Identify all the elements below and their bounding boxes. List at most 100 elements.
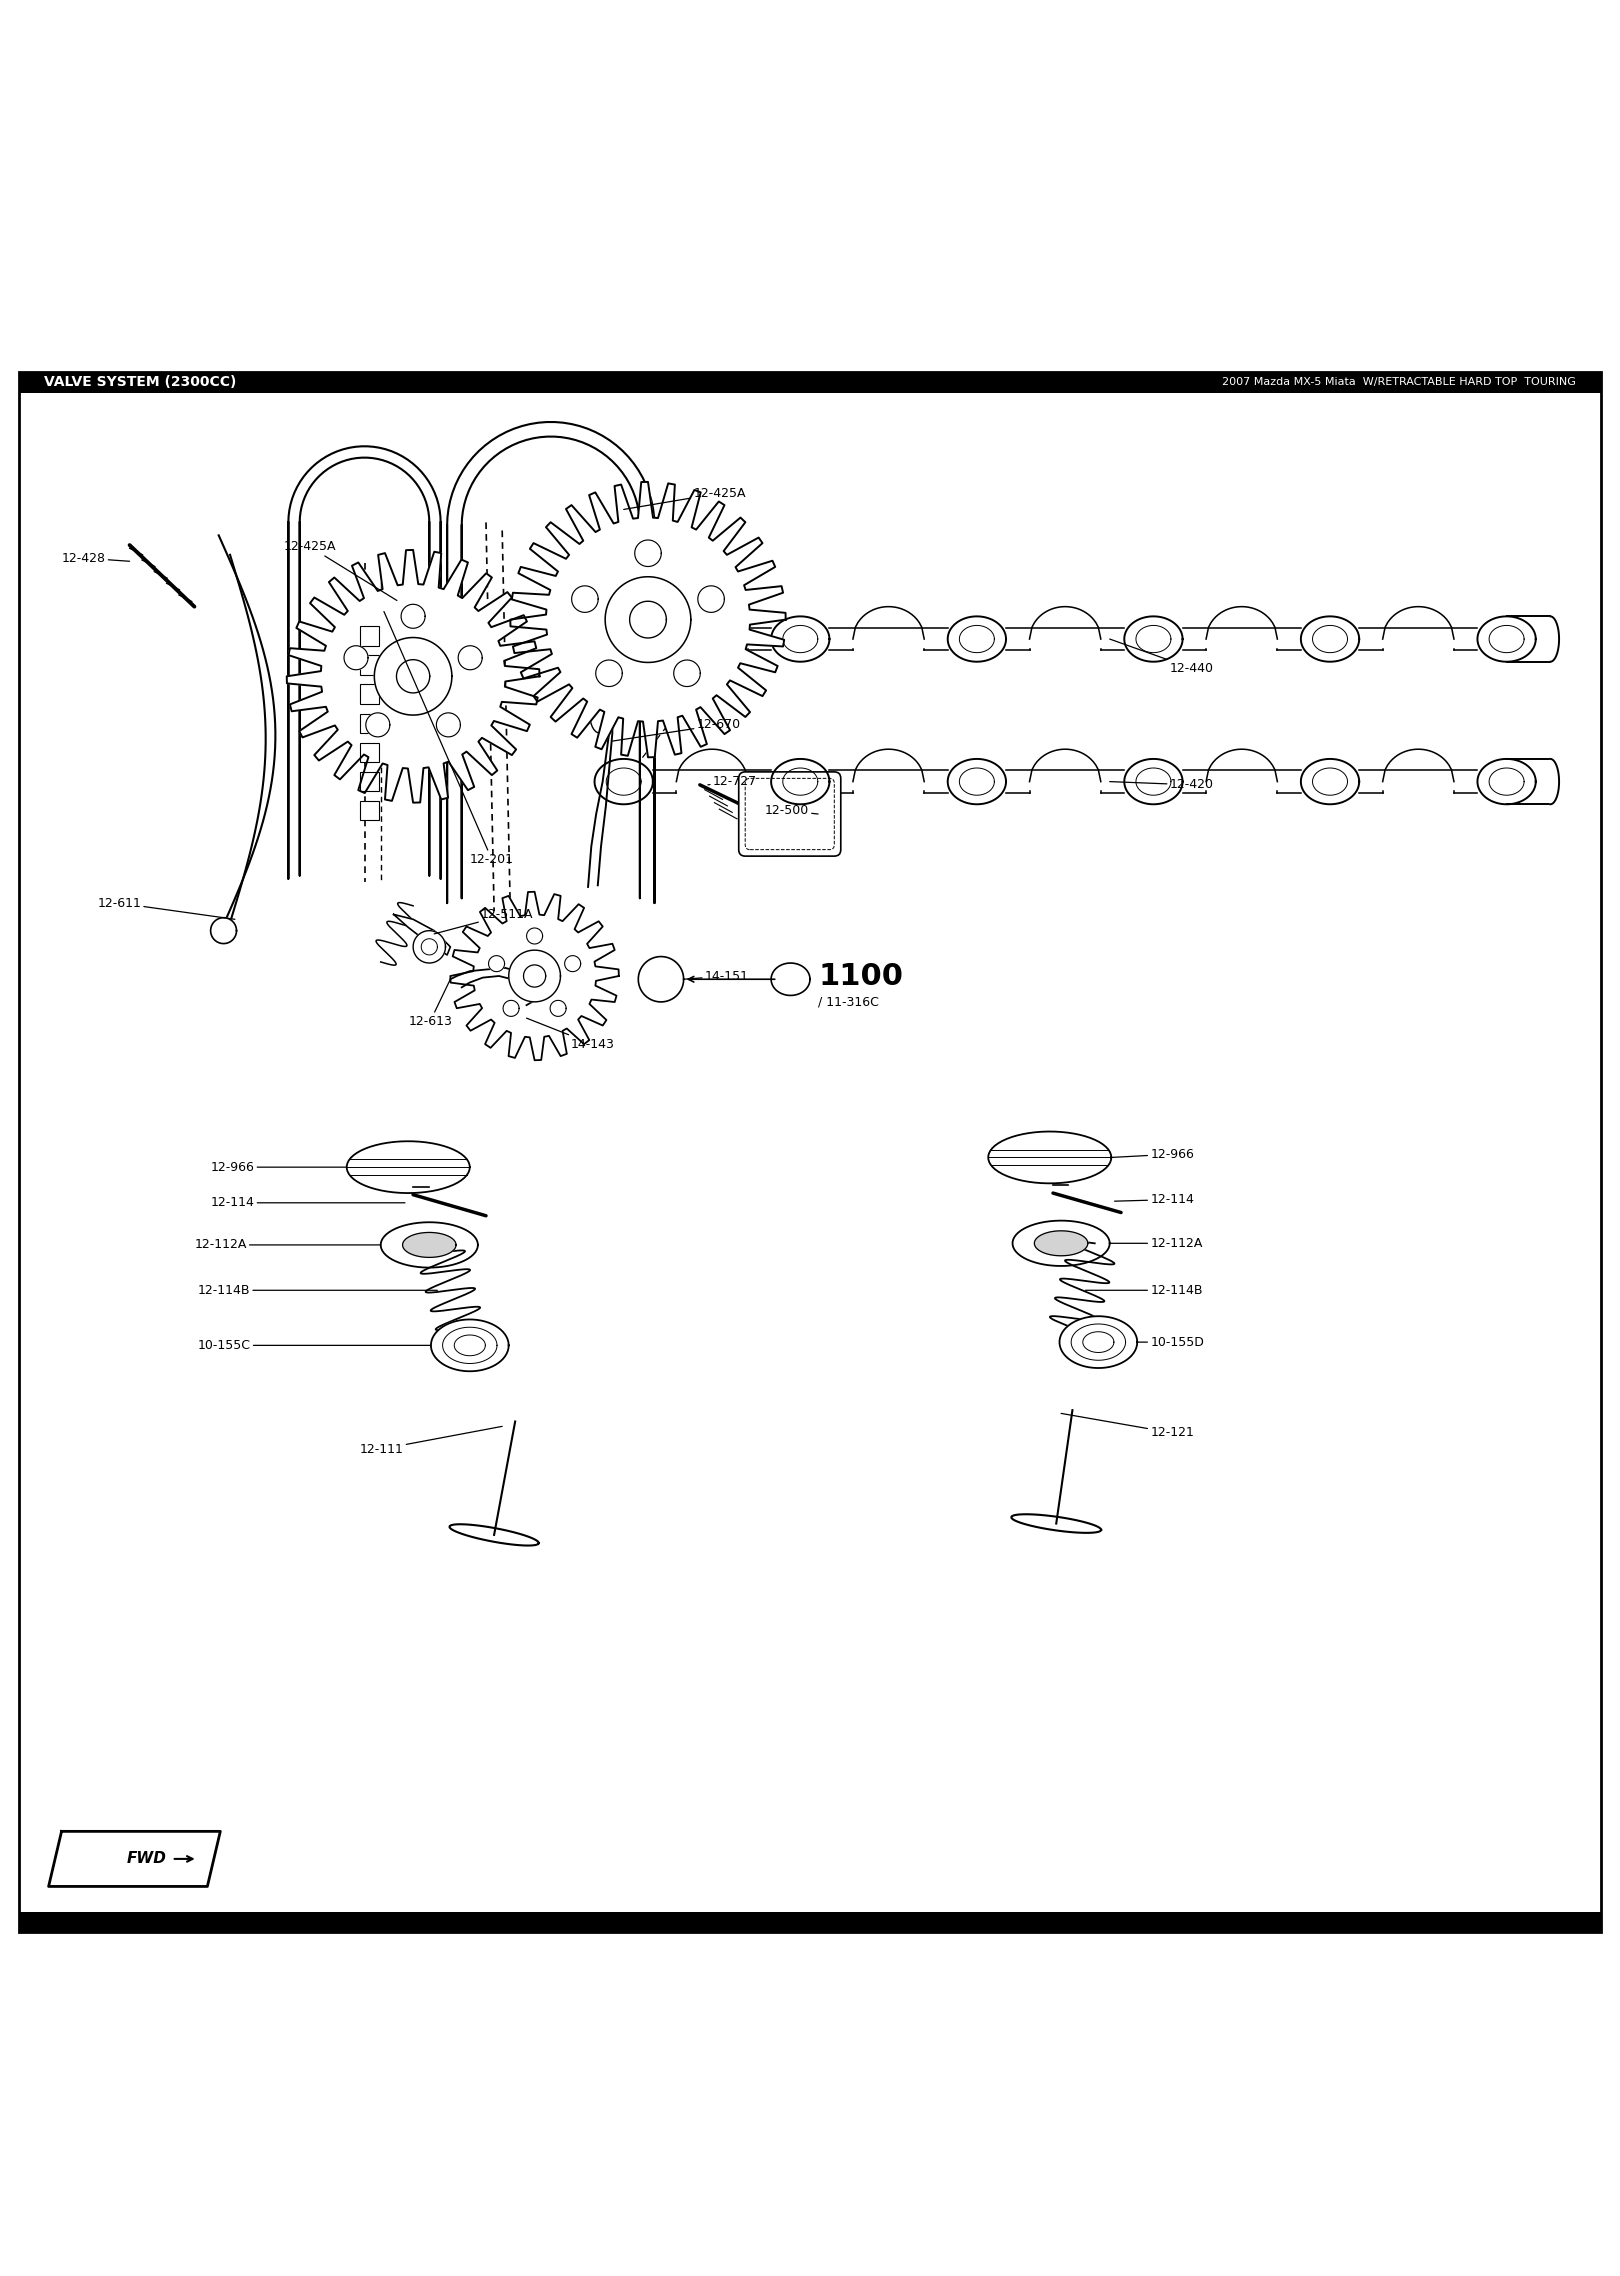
Polygon shape [638,956,684,1001]
Text: 12-511A: 12-511A [434,908,533,933]
Text: 12-114: 12-114 [1115,1193,1194,1206]
Bar [360,715,379,733]
Polygon shape [948,758,1006,803]
Polygon shape [526,929,543,945]
Text: 12-114B: 12-114B [1085,1284,1202,1297]
Polygon shape [509,949,561,1001]
Polygon shape [510,483,786,758]
Text: 12-425A: 12-425A [624,487,745,510]
Text: 12-670: 12-670 [612,719,740,742]
Text: VALVE SYSTEM (2300CC): VALVE SYSTEM (2300CC) [44,376,237,389]
Polygon shape [1183,769,1301,815]
Polygon shape [1383,608,1455,649]
Polygon shape [1006,628,1124,671]
Polygon shape [635,539,661,567]
Text: 12-727: 12-727 [708,776,757,787]
Bar [19,371,1601,394]
Text: 12-112A: 12-112A [1110,1236,1202,1250]
Polygon shape [1012,1220,1110,1265]
Polygon shape [458,646,483,669]
Polygon shape [829,769,948,815]
Text: 12-114B: 12-114B [198,1284,437,1297]
Polygon shape [948,617,1006,662]
Polygon shape [431,1320,509,1370]
Polygon shape [829,628,948,671]
Polygon shape [1030,608,1102,649]
Polygon shape [1550,758,1558,803]
Polygon shape [436,712,460,737]
Polygon shape [1006,769,1124,815]
Polygon shape [1183,628,1301,671]
Polygon shape [381,1222,478,1268]
Polygon shape [402,603,424,628]
Polygon shape [596,660,622,687]
Text: 12-201: 12-201 [384,612,514,865]
Polygon shape [1359,628,1477,671]
Text: 12-420: 12-420 [1110,778,1213,792]
Polygon shape [450,892,619,1061]
Bar [360,742,379,762]
Polygon shape [1507,758,1550,803]
Polygon shape [551,1001,565,1017]
Polygon shape [1507,617,1550,662]
Bar [360,655,379,674]
Polygon shape [653,628,771,671]
Polygon shape [588,562,612,888]
Text: 12-111: 12-111 [360,1427,502,1457]
Polygon shape [374,637,452,715]
Polygon shape [590,694,609,733]
Polygon shape [771,617,829,662]
Text: 12-966: 12-966 [211,1161,347,1174]
FancyBboxPatch shape [739,772,841,856]
Polygon shape [449,1525,539,1545]
Polygon shape [523,965,546,988]
Polygon shape [1059,1316,1137,1368]
Polygon shape [674,660,700,687]
Polygon shape [1035,1231,1089,1256]
Polygon shape [852,608,923,649]
Polygon shape [771,758,829,803]
Text: 12-966: 12-966 [1111,1147,1194,1161]
Bar [360,772,379,792]
Polygon shape [403,1231,457,1256]
Polygon shape [595,617,653,662]
Polygon shape [1011,1514,1102,1532]
Text: 12-500: 12-500 [765,803,818,817]
Polygon shape [211,917,237,945]
Polygon shape [1301,617,1359,662]
Bar [19,1912,1601,1932]
Text: 10-155D: 10-155D [1137,1336,1204,1350]
Polygon shape [572,585,598,612]
Polygon shape [49,1832,220,1887]
Polygon shape [1477,617,1536,662]
Polygon shape [606,576,690,662]
Polygon shape [288,446,441,879]
Text: 12-121: 12-121 [1061,1413,1194,1438]
Polygon shape [1550,617,1558,662]
Text: 2007 Mazda MX-5 Miata  W/RETRACTABLE HARD TOP  TOURING: 2007 Mazda MX-5 Miata W/RETRACTABLE HARD… [1223,378,1576,387]
Polygon shape [504,1001,518,1017]
Polygon shape [653,769,771,815]
Polygon shape [366,712,390,737]
Text: 12-440: 12-440 [1110,640,1213,674]
Polygon shape [1124,758,1183,803]
Polygon shape [988,1131,1111,1184]
Polygon shape [1477,758,1536,803]
Text: 10-155C: 10-155C [198,1338,431,1352]
Polygon shape [413,931,446,963]
Polygon shape [698,585,724,612]
Text: 14-151: 14-151 [684,970,748,983]
Polygon shape [1124,617,1183,662]
Polygon shape [450,967,543,1006]
Text: 12-112A: 12-112A [194,1238,381,1252]
Polygon shape [1205,608,1278,649]
Text: 12-611: 12-611 [97,897,235,920]
Polygon shape [394,915,450,956]
Polygon shape [489,956,504,972]
Polygon shape [347,1140,470,1193]
Polygon shape [1301,758,1359,803]
Polygon shape [1205,749,1278,792]
Polygon shape [1030,749,1102,792]
Text: 12-613: 12-613 [408,979,452,1029]
Polygon shape [852,749,923,792]
